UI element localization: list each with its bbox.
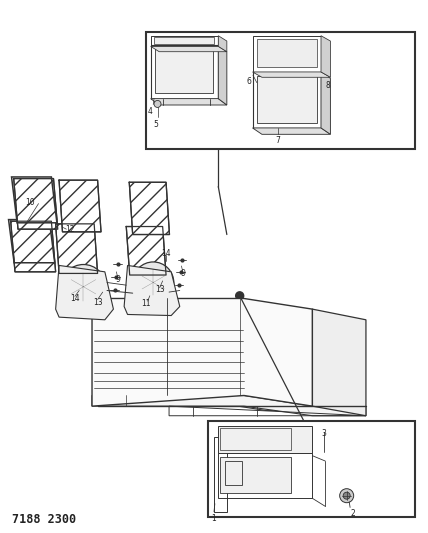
Bar	[257, 39, 317, 67]
Polygon shape	[92, 298, 312, 406]
Circle shape	[340, 489, 354, 503]
Bar	[218, 426, 312, 453]
Polygon shape	[312, 309, 366, 416]
Bar	[220, 457, 291, 493]
Polygon shape	[14, 179, 58, 229]
Polygon shape	[321, 72, 330, 134]
Circle shape	[236, 292, 244, 300]
Polygon shape	[126, 227, 166, 275]
Circle shape	[69, 273, 98, 301]
Polygon shape	[218, 45, 227, 105]
Circle shape	[133, 262, 174, 303]
Bar	[151, 45, 218, 99]
Polygon shape	[92, 395, 366, 416]
Bar	[154, 37, 214, 44]
Polygon shape	[253, 128, 330, 134]
Bar	[225, 461, 242, 485]
Polygon shape	[151, 46, 227, 52]
Text: 10: 10	[25, 198, 35, 207]
Polygon shape	[56, 265, 113, 320]
Bar	[214, 437, 227, 512]
Bar	[151, 36, 218, 46]
Circle shape	[140, 270, 166, 295]
Text: 8: 8	[325, 81, 330, 90]
Circle shape	[343, 492, 350, 499]
Polygon shape	[11, 221, 56, 272]
Text: 9: 9	[180, 269, 185, 278]
Bar	[253, 72, 321, 128]
Text: 4: 4	[148, 107, 152, 116]
Circle shape	[61, 264, 106, 309]
Bar	[218, 453, 312, 498]
Text: 7: 7	[276, 136, 281, 145]
Text: 2: 2	[351, 509, 356, 518]
Polygon shape	[129, 182, 169, 235]
Text: 14: 14	[70, 294, 80, 303]
Text: 11: 11	[141, 300, 150, 308]
Text: 1: 1	[211, 514, 216, 523]
Polygon shape	[56, 224, 98, 273]
Bar	[155, 49, 213, 93]
Text: 13: 13	[93, 298, 102, 306]
Circle shape	[154, 100, 161, 108]
Polygon shape	[218, 36, 227, 52]
Bar	[146, 32, 415, 149]
Bar	[220, 428, 291, 450]
Polygon shape	[151, 99, 227, 105]
Polygon shape	[59, 180, 101, 232]
Text: 9: 9	[115, 275, 120, 284]
Bar	[208, 421, 415, 517]
Text: 14: 14	[161, 249, 171, 258]
Text: 3: 3	[321, 429, 326, 438]
Text: 5: 5	[153, 120, 158, 129]
Text: 7188 2300: 7188 2300	[12, 513, 76, 526]
Bar	[253, 36, 321, 72]
Polygon shape	[253, 72, 330, 77]
Polygon shape	[321, 36, 330, 77]
Text: 12: 12	[65, 225, 74, 233]
Text: 6: 6	[247, 77, 252, 86]
Bar	[257, 76, 317, 123]
Text: 13: 13	[155, 285, 164, 294]
Polygon shape	[124, 265, 180, 316]
